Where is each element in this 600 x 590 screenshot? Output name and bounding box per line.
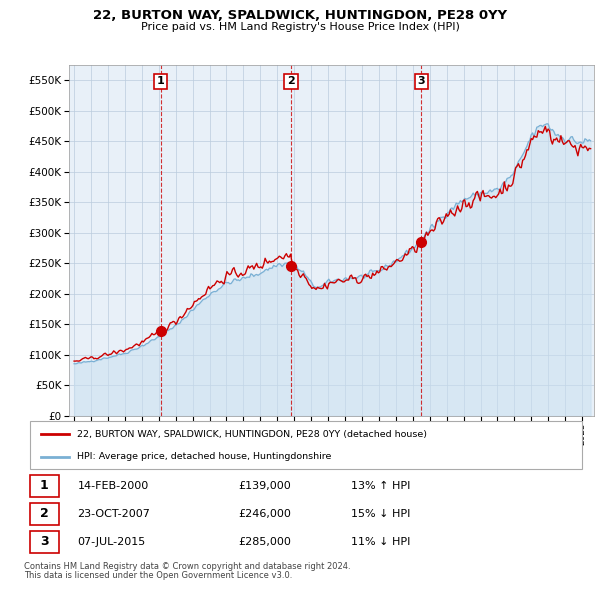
Text: Contains HM Land Registry data © Crown copyright and database right 2024.: Contains HM Land Registry data © Crown c…	[24, 562, 350, 571]
FancyBboxPatch shape	[30, 421, 582, 469]
Text: £285,000: £285,000	[238, 537, 291, 547]
FancyBboxPatch shape	[29, 475, 59, 497]
Text: HPI: Average price, detached house, Huntingdonshire: HPI: Average price, detached house, Hunt…	[77, 453, 331, 461]
Text: 13% ↑ HPI: 13% ↑ HPI	[351, 481, 410, 491]
Text: 22, BURTON WAY, SPALDWICK, HUNTINGDON, PE28 0YY: 22, BURTON WAY, SPALDWICK, HUNTINGDON, P…	[93, 9, 507, 22]
Text: 22, BURTON WAY, SPALDWICK, HUNTINGDON, PE28 0YY (detached house): 22, BURTON WAY, SPALDWICK, HUNTINGDON, P…	[77, 430, 427, 439]
Text: 3: 3	[418, 76, 425, 86]
Text: 1: 1	[40, 480, 49, 493]
Text: £139,000: £139,000	[238, 481, 291, 491]
Text: 07-JUL-2015: 07-JUL-2015	[77, 537, 146, 547]
Text: 14-FEB-2000: 14-FEB-2000	[77, 481, 149, 491]
Text: 2: 2	[287, 76, 295, 86]
FancyBboxPatch shape	[29, 531, 59, 553]
Text: £246,000: £246,000	[238, 509, 291, 519]
Text: Price paid vs. HM Land Registry's House Price Index (HPI): Price paid vs. HM Land Registry's House …	[140, 22, 460, 32]
Text: 15% ↓ HPI: 15% ↓ HPI	[351, 509, 410, 519]
FancyBboxPatch shape	[29, 503, 59, 525]
Text: 23-OCT-2007: 23-OCT-2007	[77, 509, 151, 519]
Text: 3: 3	[40, 535, 49, 548]
Text: 2: 2	[40, 507, 49, 520]
Text: This data is licensed under the Open Government Licence v3.0.: This data is licensed under the Open Gov…	[24, 571, 292, 580]
Text: 1: 1	[157, 76, 164, 86]
Text: 11% ↓ HPI: 11% ↓ HPI	[351, 537, 410, 547]
